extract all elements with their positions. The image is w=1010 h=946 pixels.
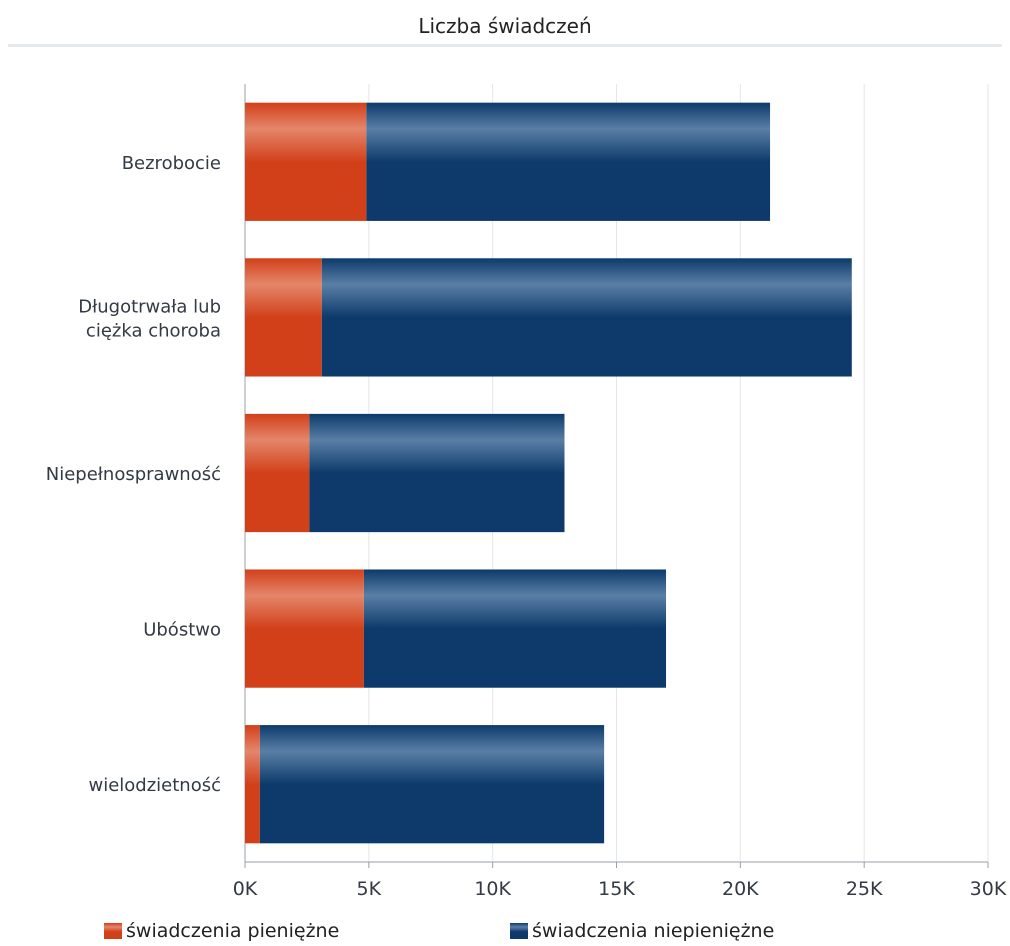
- x-tick-label: 5K: [357, 878, 382, 900]
- bar-segment: [309, 413, 565, 533]
- chart-title: Liczba świadczeń: [418, 14, 592, 38]
- legend-label-cash: świadczenia pieniężne: [126, 920, 340, 942]
- bar-segment: [245, 258, 322, 377]
- legend-item-cash[interactable]: świadczenia pieniężne: [104, 920, 339, 942]
- y-category-label: Ubóstwo: [143, 620, 221, 641]
- x-tick-label: 10K: [474, 878, 511, 900]
- bar-segment: [245, 102, 367, 221]
- bar-segment: [245, 413, 310, 533]
- legend-item-noncash[interactable]: świadczenia niepieniężne: [510, 920, 774, 942]
- bar-segment: [363, 569, 667, 688]
- x-tick-label: 30K: [970, 878, 1007, 900]
- y-category-label: Długotrwała lub ciężka choroba: [78, 296, 221, 341]
- y-category-label: Bezrobocie: [122, 153, 221, 174]
- bar-segment: [321, 258, 852, 377]
- legend-swatch-noncash: [510, 923, 528, 939]
- title-divider: [8, 44, 1002, 47]
- x-tick-label: 0K: [233, 878, 258, 900]
- x-tick-label: 15K: [598, 878, 635, 900]
- legend-swatch-cash: [104, 923, 122, 939]
- y-category-label: wielodzietność: [88, 775, 221, 796]
- bar-segment: [366, 102, 771, 221]
- bar-segment: [259, 725, 605, 844]
- bar-segment: [245, 569, 364, 688]
- legend-label-noncash: świadczenia niepieniężne: [532, 920, 775, 942]
- bar-segment: [245, 725, 260, 844]
- x-tick-label: 25K: [846, 878, 883, 900]
- x-tick-label: 20K: [722, 878, 759, 900]
- y-category-label: Niepełnosprawność: [46, 464, 221, 485]
